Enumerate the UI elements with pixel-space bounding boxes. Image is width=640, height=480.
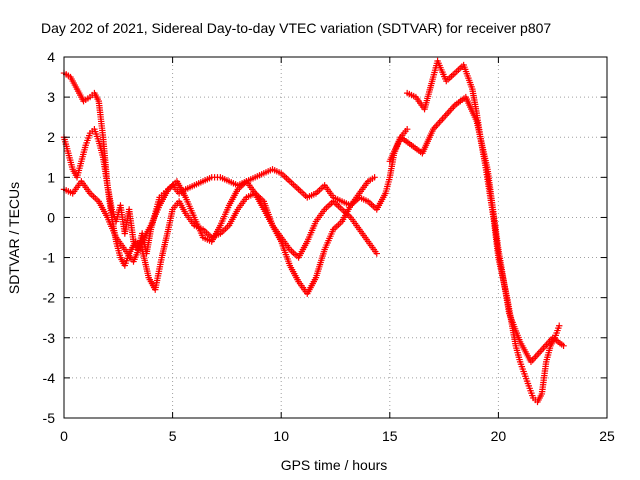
- x-tick-label: 0: [60, 428, 68, 444]
- x-tick-label: 25: [599, 428, 615, 444]
- y-tick-label: 4: [47, 49, 55, 65]
- x-tick-label: 10: [273, 428, 289, 444]
- y-tick-label: -2: [43, 290, 56, 306]
- y-tick-label: -5: [43, 410, 56, 426]
- y-tick-label: 3: [47, 89, 55, 105]
- chart-title: Day 202 of 2021, Sidereal Day-to-day VTE…: [41, 20, 551, 36]
- x-axis-label: GPS time / hours: [281, 457, 388, 473]
- data-point: [371, 174, 378, 181]
- y-tick-label: 2: [47, 129, 55, 145]
- series-track-c: [60, 178, 380, 265]
- axis-ticks: 0 5 10 15 20 25 -5 -4 -3 -2 -1 0 1 2 3 4: [43, 49, 615, 444]
- series-track-e: [386, 93, 567, 366]
- y-tick-label: 0: [47, 209, 55, 225]
- data-marks: [60, 57, 567, 406]
- y-axis-label: SDTVAR / TECUs: [6, 182, 22, 294]
- series-track-b: [60, 126, 378, 297]
- data-point: [373, 250, 380, 257]
- data-point: [556, 322, 563, 329]
- y-tick-label: -3: [43, 330, 56, 346]
- x-tick-label: 5: [169, 428, 177, 444]
- data-point: [403, 126, 411, 133]
- data-point: [560, 342, 567, 349]
- x-tick-label: 20: [491, 428, 507, 444]
- plot-frame: [63, 56, 608, 419]
- y-tick-label: -1: [43, 250, 56, 266]
- y-tick-label: -4: [43, 370, 56, 386]
- y-tick-label: 1: [47, 169, 55, 185]
- x-tick-label: 15: [382, 428, 398, 444]
